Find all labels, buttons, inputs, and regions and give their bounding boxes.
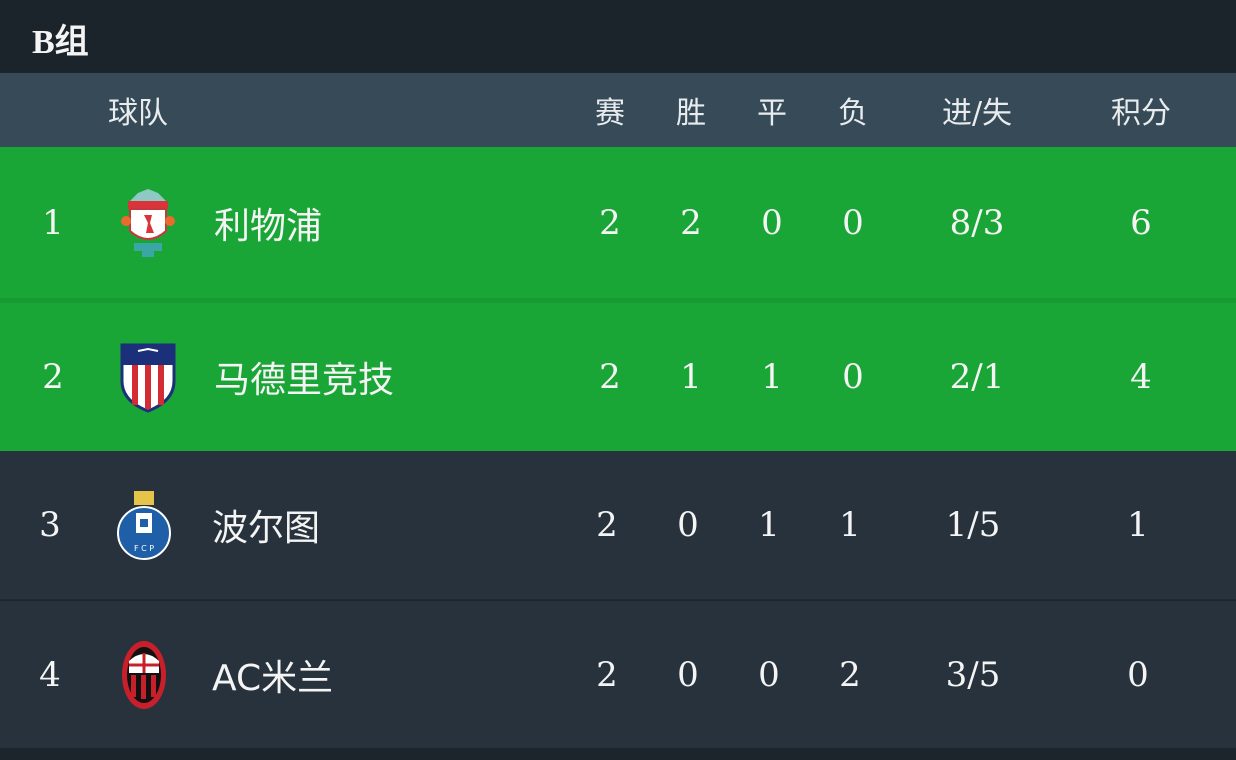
atletico-madrid-crest-icon xyxy=(120,343,176,413)
goals: 1/5 xyxy=(945,505,1001,545)
won: 0 xyxy=(677,505,699,545)
group-title: B组 xyxy=(32,24,89,61)
header-goals: 进/失 xyxy=(941,96,1013,131)
lost: 0 xyxy=(842,202,864,243)
played: 2 xyxy=(599,202,621,243)
team-name[interactable]: 波尔图 xyxy=(212,508,321,549)
won: 2 xyxy=(680,202,702,243)
ac-milan-crest-icon xyxy=(122,640,166,709)
lost: 0 xyxy=(842,357,864,397)
goals: 2/1 xyxy=(949,357,1005,397)
rank: 4 xyxy=(39,654,61,695)
header-points: 积分 xyxy=(1111,96,1171,131)
team-name[interactable]: 马德里竞技 xyxy=(214,360,395,401)
table-footer xyxy=(0,748,1236,760)
rank: 3 xyxy=(39,505,61,545)
rank: 1 xyxy=(42,202,64,243)
group-title-bar: B组 xyxy=(0,0,1236,73)
table-row[interactable]: 3 F C P 波尔图 2 0 1 1 1/5 1 xyxy=(0,451,1236,599)
played: 2 xyxy=(596,505,618,545)
points: 6 xyxy=(1130,202,1152,243)
drawn: 0 xyxy=(761,202,783,243)
played: 2 xyxy=(596,654,618,695)
table-row[interactable]: 4 AC米兰 2 0 0 2 3/5 0 xyxy=(0,600,1236,748)
table-header: 球队 赛 胜 平 负 进/失 积分 xyxy=(0,73,1236,147)
points: 0 xyxy=(1127,654,1149,695)
team-name[interactable]: AC米兰 xyxy=(212,657,334,699)
liverpool-crest-icon xyxy=(121,188,175,257)
goals: 8/3 xyxy=(949,202,1005,243)
drawn: 1 xyxy=(761,357,783,397)
porto-crest-icon: F C P xyxy=(117,491,171,560)
header-won: 胜 xyxy=(676,96,706,131)
header-drawn: 平 xyxy=(757,96,787,131)
table-row[interactable]: 1 利物浦 2 2 0 0 8/3 6 xyxy=(0,147,1236,298)
goals: 3/5 xyxy=(945,654,1001,695)
header-lost: 负 xyxy=(838,96,868,131)
lost: 1 xyxy=(839,505,861,545)
won: 0 xyxy=(677,654,699,695)
table-row[interactable]: 2 马德里竞技 2 1 1 0 2/1 4 xyxy=(0,303,1236,451)
points: 1 xyxy=(1127,505,1149,545)
svg-text:F C P: F C P xyxy=(134,544,154,553)
drawn: 0 xyxy=(758,654,780,695)
rank: 2 xyxy=(42,357,64,397)
header-team: 球队 xyxy=(108,96,168,131)
row-divider xyxy=(0,298,1236,303)
played: 2 xyxy=(599,357,621,397)
header-played: 赛 xyxy=(595,96,625,131)
won: 1 xyxy=(680,357,702,397)
drawn: 1 xyxy=(758,505,780,545)
points: 4 xyxy=(1130,357,1152,397)
team-name[interactable]: 利物浦 xyxy=(214,205,323,247)
lost: 2 xyxy=(839,654,861,695)
